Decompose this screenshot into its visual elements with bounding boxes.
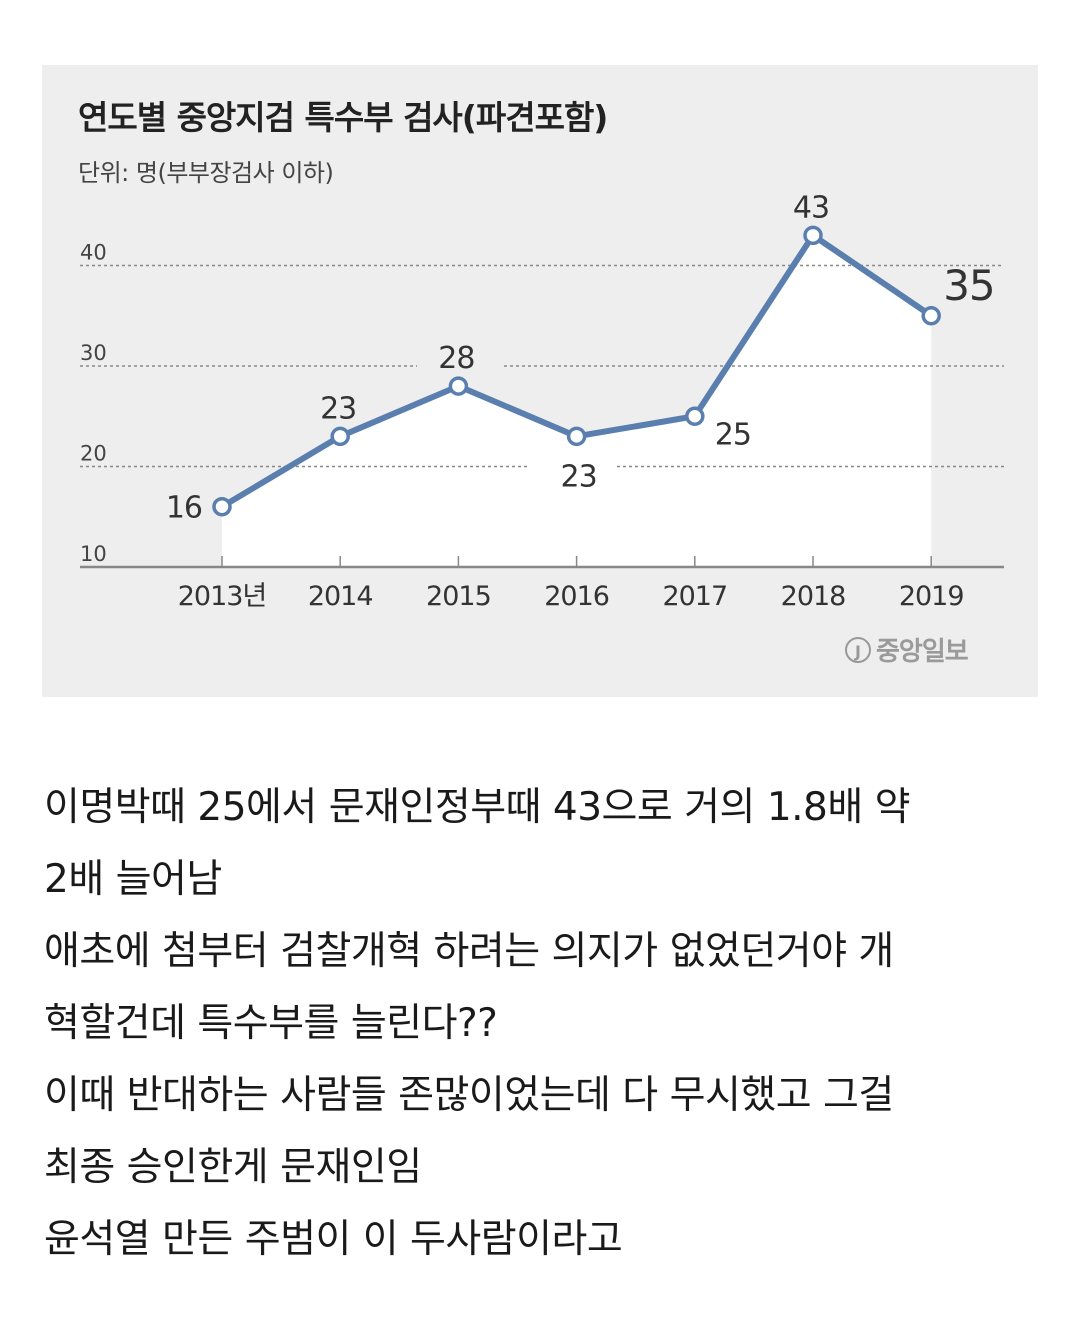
- caption-line: 최종 승인한게 문재인임: [44, 1145, 422, 1190]
- x-tick-label: 2013년: [178, 581, 267, 612]
- y-tick-label: 10: [80, 542, 107, 566]
- data-point: [921, 306, 941, 326]
- caption-line: 애초에 첨부터 검찰개혁 하려는 의지가 없었던거야 개: [44, 929, 894, 974]
- data-point: [330, 426, 350, 447]
- data-point: [448, 376, 469, 396]
- chart-title: 연도별 중앙지검 특수부 검사(파견포함): [78, 98, 608, 137]
- data-point: [803, 225, 823, 246]
- line-chart: 10 20 30 40 2013년 2014 2015 2016 2017 2018 2019 16 2…: [80, 190, 1004, 667]
- data-label: 23: [561, 459, 597, 494]
- caption-line: 이때 반대하는 사람들 존많이었는데 다 무시했고 그걸: [44, 1073, 894, 1118]
- source-logo-mark: J: [854, 642, 861, 661]
- x-tick-label: 2017: [662, 581, 727, 612]
- y-tick-label: 20: [80, 442, 107, 466]
- caption-text: 이명박때 25에서 문재인정부때 43으로 거의 1.8배 약 2배 늘어남 애…: [44, 772, 1044, 1276]
- x-tick-label: 2016: [544, 581, 609, 612]
- data-label: 23: [320, 391, 356, 426]
- caption-line: 혁할건데 특수부를 늘린다??: [44, 1001, 498, 1046]
- chart-panel: 연도별 중앙지검 특수부 검사(파견포함) 단위: 명(부부장검사 이하) 10…: [42, 65, 1038, 697]
- data-point: [685, 406, 705, 426]
- caption-line: 이명박때 25에서 문재인정부때 43으로 거의 1.8배 약: [44, 785, 911, 830]
- x-tick-label: 2014: [308, 581, 373, 612]
- source-label: 중앙일보: [876, 637, 969, 667]
- data-label: 35: [943, 261, 994, 310]
- x-tick-label: 2015: [426, 581, 491, 612]
- data-point: [566, 426, 587, 447]
- data-label: 25: [715, 417, 751, 452]
- data-point: [212, 496, 232, 517]
- data-label: 43: [793, 190, 829, 225]
- data-label: 16: [166, 491, 202, 526]
- x-tick-label: 2019: [899, 581, 964, 612]
- data-label: 28: [438, 341, 474, 376]
- caption-line: 2배 늘어남: [44, 857, 222, 902]
- y-tick-label: 30: [80, 341, 107, 365]
- y-tick-label: 40: [80, 241, 107, 265]
- source-logo-circle: [845, 637, 871, 663]
- chart-subtitle: 단위: 명(부부장검사 이하): [78, 159, 334, 187]
- caption-line: 윤석열 만든 주범이 이 두사람이라고: [44, 1217, 623, 1262]
- x-tick-label: 2018: [781, 581, 846, 612]
- area-fill: [222, 235, 932, 567]
